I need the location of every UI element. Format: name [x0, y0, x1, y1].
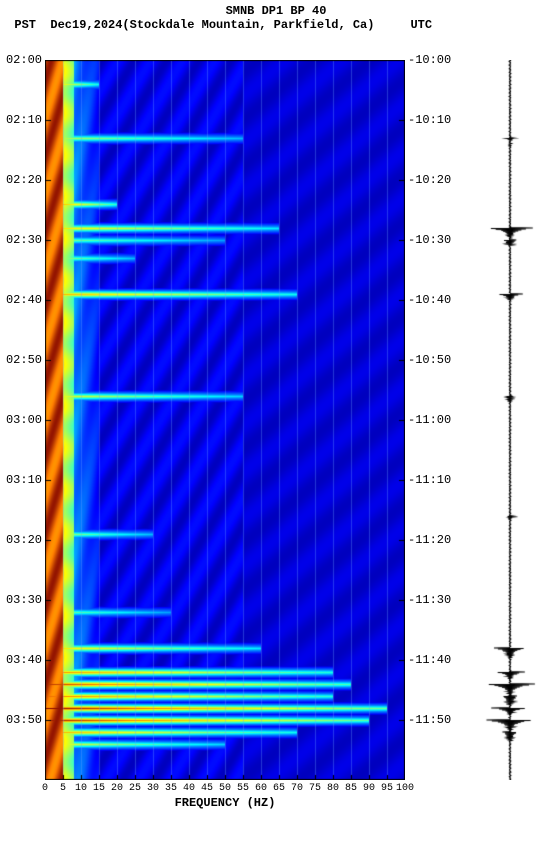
- spectrogram-canvas: [45, 60, 405, 780]
- xaxis-tick: 60: [251, 783, 271, 794]
- yaxis-left-tick: 03:50: [0, 713, 42, 727]
- yaxis-right-tick: -10:10: [408, 113, 451, 127]
- yaxis-right-tick: -11:30: [408, 593, 451, 607]
- xaxis-tick: 25: [125, 783, 145, 794]
- yaxis-left-tick: 03:20: [0, 533, 42, 547]
- yaxis-left-tick: 03:30: [0, 593, 42, 607]
- xaxis-tick: 30: [143, 783, 163, 794]
- xaxis-tick: 70: [287, 783, 307, 794]
- yaxis-left-tick: 02:00: [0, 53, 42, 67]
- figure-header: SMNB DP1 BP 40 PST Dec19,2024(Stockdale …: [0, 4, 552, 32]
- yaxis-left-tick: 03:10: [0, 473, 42, 487]
- xaxis-tick: 100: [395, 783, 415, 794]
- yaxis-right-tick: -11:50: [408, 713, 451, 727]
- xaxis-tick: 75: [305, 783, 325, 794]
- yaxis-left-tick: 02:30: [0, 233, 42, 247]
- xaxis-tick: 10: [71, 783, 91, 794]
- xaxis-tick: 15: [89, 783, 109, 794]
- yaxis-left-tick: 02:40: [0, 293, 42, 307]
- yaxis-right-tick: -10:50: [408, 353, 451, 367]
- xaxis-tick: 85: [341, 783, 361, 794]
- xaxis-tick: 45: [197, 783, 217, 794]
- xaxis-tick: 65: [269, 783, 289, 794]
- yaxis-right-tick: -10:40: [408, 293, 451, 307]
- yaxis-right-tick: -10:00: [408, 53, 451, 67]
- xaxis-tick: 20: [107, 783, 127, 794]
- xaxis-tick: 0: [35, 783, 55, 794]
- xaxis-title: FREQUENCY (HZ): [45, 796, 405, 810]
- xaxis-tick: 35: [161, 783, 181, 794]
- yaxis-left-tick: 03:00: [0, 413, 42, 427]
- xaxis-tick: 95: [377, 783, 397, 794]
- xaxis-tick: 90: [359, 783, 379, 794]
- yaxis-left-tick: 02:50: [0, 353, 42, 367]
- yaxis-right-tick: -11:00: [408, 413, 451, 427]
- xaxis-tick: 80: [323, 783, 343, 794]
- spectrogram-plot: [45, 60, 405, 780]
- yaxis-left-tick: 02:10: [0, 113, 42, 127]
- seismogram-plot: [480, 60, 540, 780]
- xaxis-tick: 50: [215, 783, 235, 794]
- yaxis-left-tick: 02:20: [0, 173, 42, 187]
- yaxis-right-tick: -11:40: [408, 653, 451, 667]
- figure-subtitle: PST Dec19,2024(Stockdale Mountain, Parkf…: [0, 18, 552, 32]
- yaxis-right-tick: -10:20: [408, 173, 451, 187]
- xaxis-tick: 55: [233, 783, 253, 794]
- yaxis-left-tick: 03:40: [0, 653, 42, 667]
- yaxis-right-tick: -11:20: [408, 533, 451, 547]
- seismogram-canvas: [480, 60, 540, 780]
- xaxis-tick: 5: [53, 783, 73, 794]
- figure-root: { "header": { "title": "SMNB DP1 BP 40",…: [0, 0, 552, 864]
- yaxis-right-tick: -10:30: [408, 233, 451, 247]
- xaxis-tick: 40: [179, 783, 199, 794]
- figure-title: SMNB DP1 BP 40: [0, 4, 552, 18]
- yaxis-right-tick: -11:10: [408, 473, 451, 487]
